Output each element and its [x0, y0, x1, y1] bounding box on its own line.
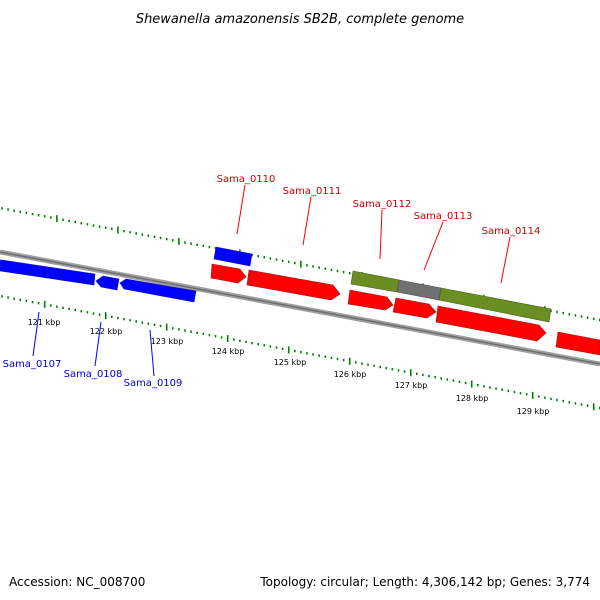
gene-sama-0109[interactable]: [119, 278, 197, 303]
genome-summary-text: Topology: circular; Length: 4,306,142 bp…: [259, 575, 590, 589]
tick-scale-bottom: [1, 295, 600, 411]
gene-label-sama-0108[interactable]: Sama_0108: [64, 369, 123, 380]
gene-red-6[interactable]: [555, 331, 600, 356]
gene-red-1[interactable]: [210, 263, 247, 284]
tick-label-126: 126 kbp: [334, 370, 367, 379]
tick-label-125: 125 kbp: [274, 358, 307, 367]
gene-label-sama-0110[interactable]: Sama_0110: [217, 174, 276, 185]
gene-label-sama-0111[interactable]: Sama_0111: [283, 186, 342, 197]
gene-sama-0108[interactable]: [95, 275, 120, 291]
tick-label-123: 123 kbp: [151, 337, 184, 346]
feature-green-1[interactable]: [350, 270, 400, 293]
gene-labels: Sama_0110 Sama_0111 Sama_0112 Sama_0113 …: [3, 174, 541, 389]
backbone: [0, 249, 600, 367]
tick-label-124: 124 kbp: [212, 347, 245, 356]
tick-label-127: 127 kbp: [395, 381, 428, 390]
label-leaders: [32, 184, 511, 377]
kbp-labels: 121 kbp 122 kbp 123 kbp 124 kbp 125 kbp …: [28, 318, 550, 416]
gene-sama-0107[interactable]: [0, 259, 96, 286]
tick-label-122: 122 kbp: [90, 327, 123, 336]
gene-sama-0111[interactable]: [246, 269, 341, 301]
gene-red-5[interactable]: [435, 305, 547, 342]
gene-label-sama-0112[interactable]: Sama_0112: [353, 199, 412, 210]
gene-label-sama-0114[interactable]: Sama_0114: [482, 226, 541, 237]
map-title: Shewanella amazonensis SB2B, complete ge…: [136, 12, 464, 27]
gene-label-sama-0113[interactable]: Sama_0113: [414, 211, 473, 222]
gene-features: [0, 246, 600, 356]
gene-red-4[interactable]: [392, 297, 437, 319]
accession-text: Accession: NC_008700: [9, 575, 145, 589]
gene-label-sama-0109[interactable]: Sama_0109: [124, 378, 183, 389]
gene-red-3[interactable]: [347, 289, 394, 311]
tick-label-128: 128 kbp: [456, 394, 489, 403]
feature-gray[interactable]: [396, 279, 442, 301]
feature-green-2[interactable]: [438, 287, 552, 323]
gene-label-sama-0107[interactable]: Sama_0107: [3, 359, 62, 370]
tick-label-121: 121 kbp: [28, 318, 61, 327]
gene-sama-0110[interactable]: [213, 246, 253, 267]
tick-label-129: 129 kbp: [517, 407, 550, 416]
